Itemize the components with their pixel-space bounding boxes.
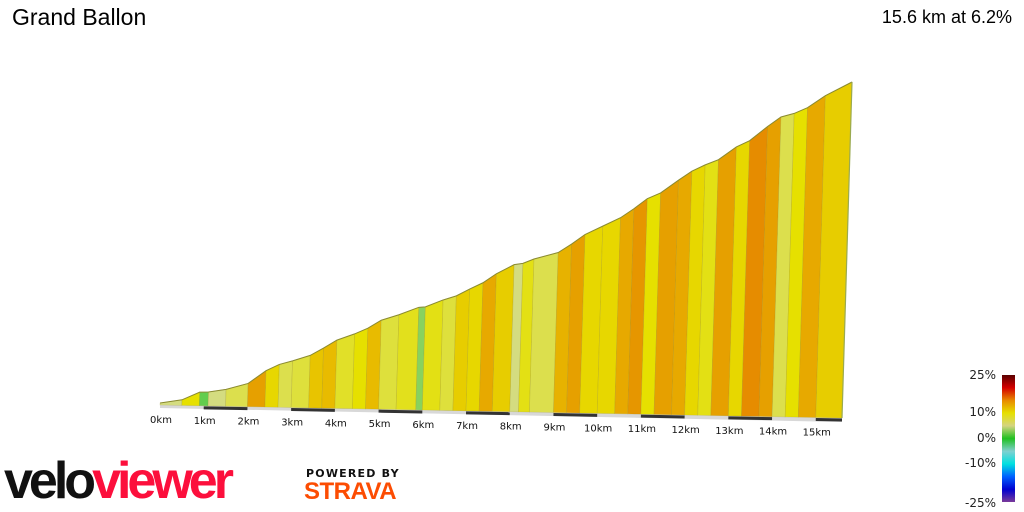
x-tick-label: 10km — [584, 423, 612, 434]
x-tick-label: 15km — [803, 428, 831, 439]
x-tick-label: 13km — [715, 426, 743, 437]
baseline — [160, 405, 843, 422]
gradient-segment — [199, 391, 209, 407]
page-title: Grand Ballon — [12, 4, 147, 30]
gradient-segment — [290, 354, 311, 409]
profile-outline — [159, 81, 853, 404]
x-tick-label: 7km — [456, 421, 478, 432]
legend-label: 0% — [977, 431, 996, 445]
gradient-segment — [277, 360, 293, 408]
gradient-segment — [334, 333, 355, 409]
x-axis-ticks: 0km 1km 2km 3km 4km 5km 6km 7km 8km 9km 10km 11km 12… — [150, 415, 831, 439]
x-tick-label: 4km — [325, 418, 347, 429]
strava-logo: STRAVA — [304, 478, 397, 505]
km-band — [291, 408, 335, 412]
gradient-legend: 25% 10% 0% -10% -25% — [965, 368, 1015, 510]
x-tick-label: 6km — [412, 420, 434, 431]
legend-color-bar — [1002, 375, 1015, 502]
km-band — [728, 416, 773, 421]
gradient-segment — [421, 299, 444, 411]
x-tick-label: 2km — [237, 417, 259, 428]
x-tick-label: 12km — [671, 425, 699, 436]
svg-text:veloviewer: veloviewer — [4, 452, 234, 504]
x-tick-label: 9km — [544, 423, 566, 434]
gradient-segment — [247, 370, 267, 408]
x-tick-label: 8km — [500, 422, 522, 433]
veloviewer-logo: veloviewer — [4, 452, 238, 504]
x-tick-label: 1km — [194, 416, 216, 427]
x-tick-label: 14km — [759, 427, 787, 438]
x-tick-label: 0km — [150, 415, 172, 426]
legend-label: 10% — [969, 405, 996, 419]
gradient-segments — [159, 81, 853, 419]
powered-by-label: POWERED BY — [306, 467, 400, 480]
profile-end-edge — [841, 81, 853, 419]
x-tick-label: 11km — [628, 424, 656, 435]
x-tick-label: 3km — [281, 418, 303, 429]
km-band — [465, 411, 510, 416]
km-band — [553, 413, 598, 417]
km-band — [640, 414, 685, 419]
gradient-segment — [378, 314, 400, 410]
legend-label: -10% — [965, 456, 996, 470]
climb-summary: 15.6 km at 6.2% — [881, 7, 1012, 27]
legend-label: 25% — [969, 368, 996, 382]
x-tick-label: 5km — [369, 419, 391, 430]
gradient-segment — [264, 363, 280, 408]
gradient-segment — [321, 339, 338, 409]
km-band — [815, 418, 843, 422]
gradient-segment — [395, 306, 420, 411]
gradient-segment — [308, 347, 324, 409]
km-band — [203, 406, 248, 411]
km-band — [378, 409, 423, 414]
legend-label: -25% — [965, 496, 996, 510]
